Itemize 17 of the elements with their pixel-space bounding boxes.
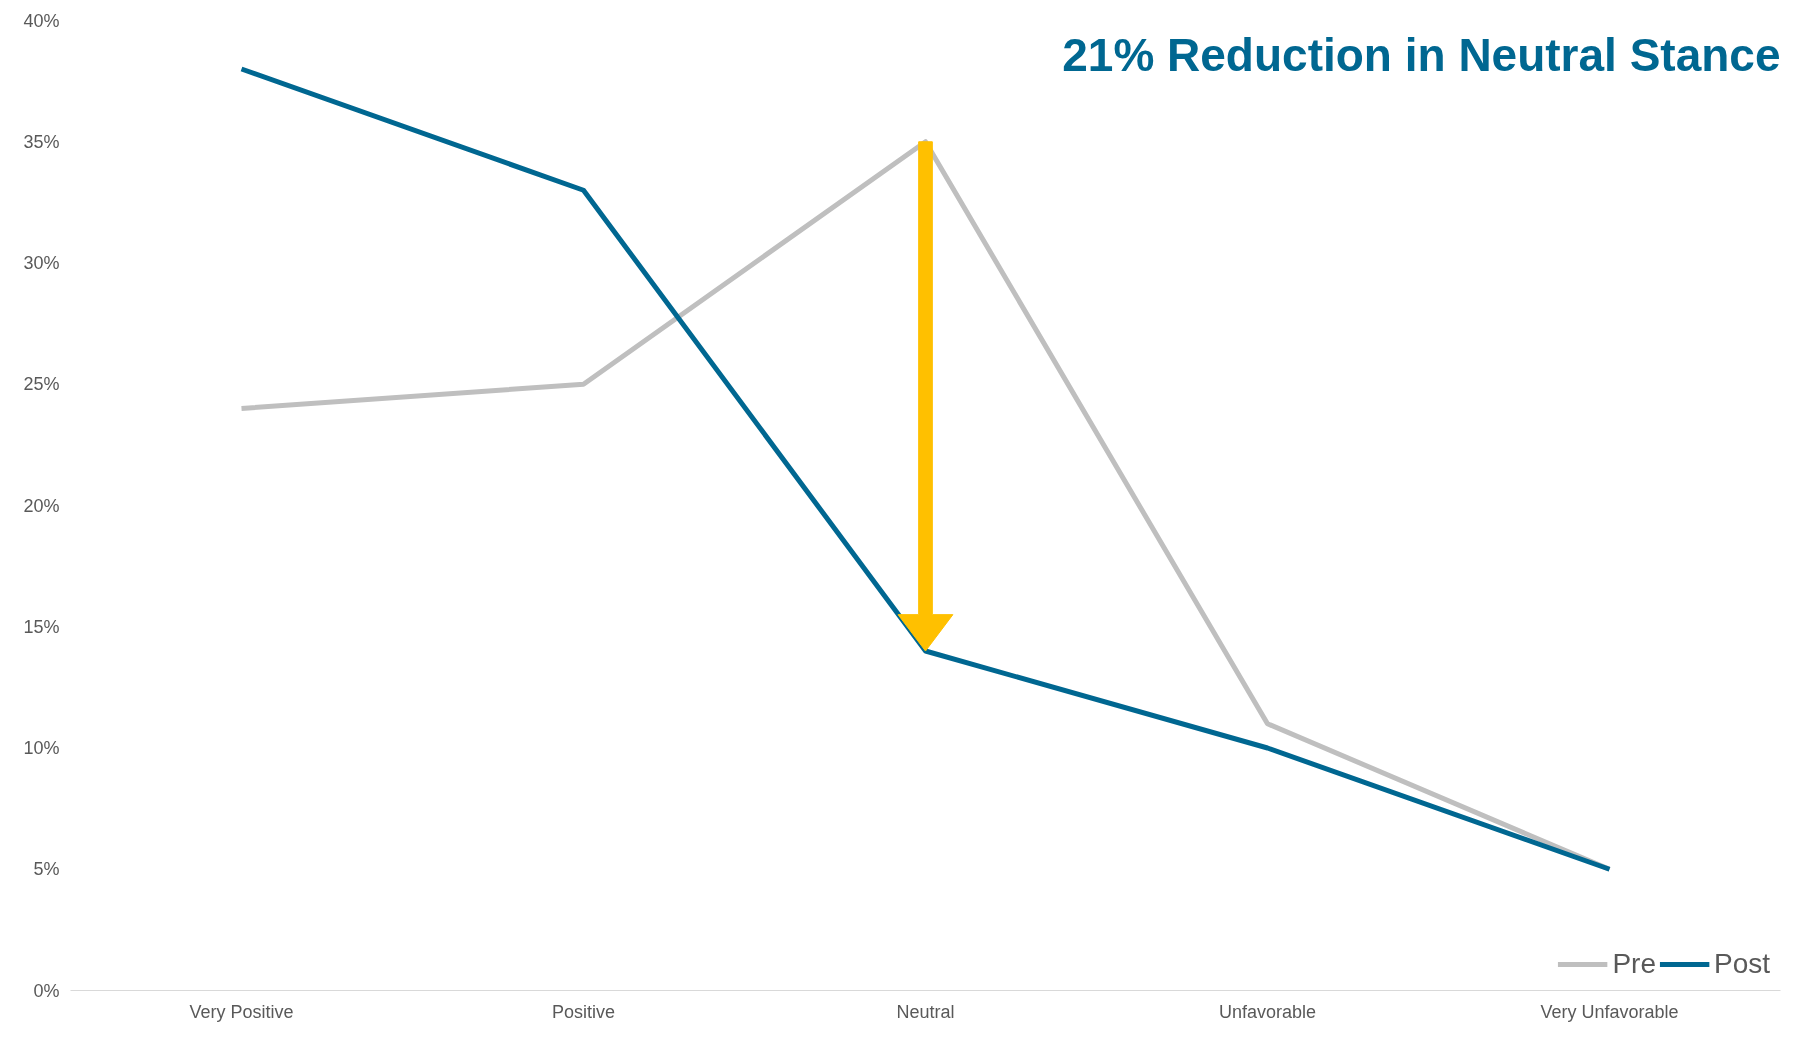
y-tick-label: 30% [23, 253, 60, 273]
y-tick-label: 5% [33, 859, 60, 880]
x-tick-label: Unfavorable [1218, 1001, 1317, 1022]
y-tick-label: 40% [23, 10, 60, 31]
legend-label: Post [1713, 948, 1770, 980]
y-tick-label: 15% [23, 616, 60, 637]
annotation: 21% Reduction in Neutral Stance [1062, 29, 1781, 82]
x-tick-label: Positive [551, 1001, 616, 1022]
x-tick-label: Neutral [896, 1001, 955, 1022]
y-tick-label: 0% [33, 980, 60, 1001]
x-tick-label: Very Unfavorable [1540, 1001, 1679, 1022]
y-tick-label: 10% [23, 738, 60, 758]
x-tick-label: Very Positive [189, 1001, 294, 1022]
y-tick-label: 35% [23, 131, 60, 152]
y-tick-label: 25% [23, 374, 60, 395]
legend-label: Pre [1612, 948, 1656, 980]
y-tick-label: 20% [23, 495, 60, 516]
